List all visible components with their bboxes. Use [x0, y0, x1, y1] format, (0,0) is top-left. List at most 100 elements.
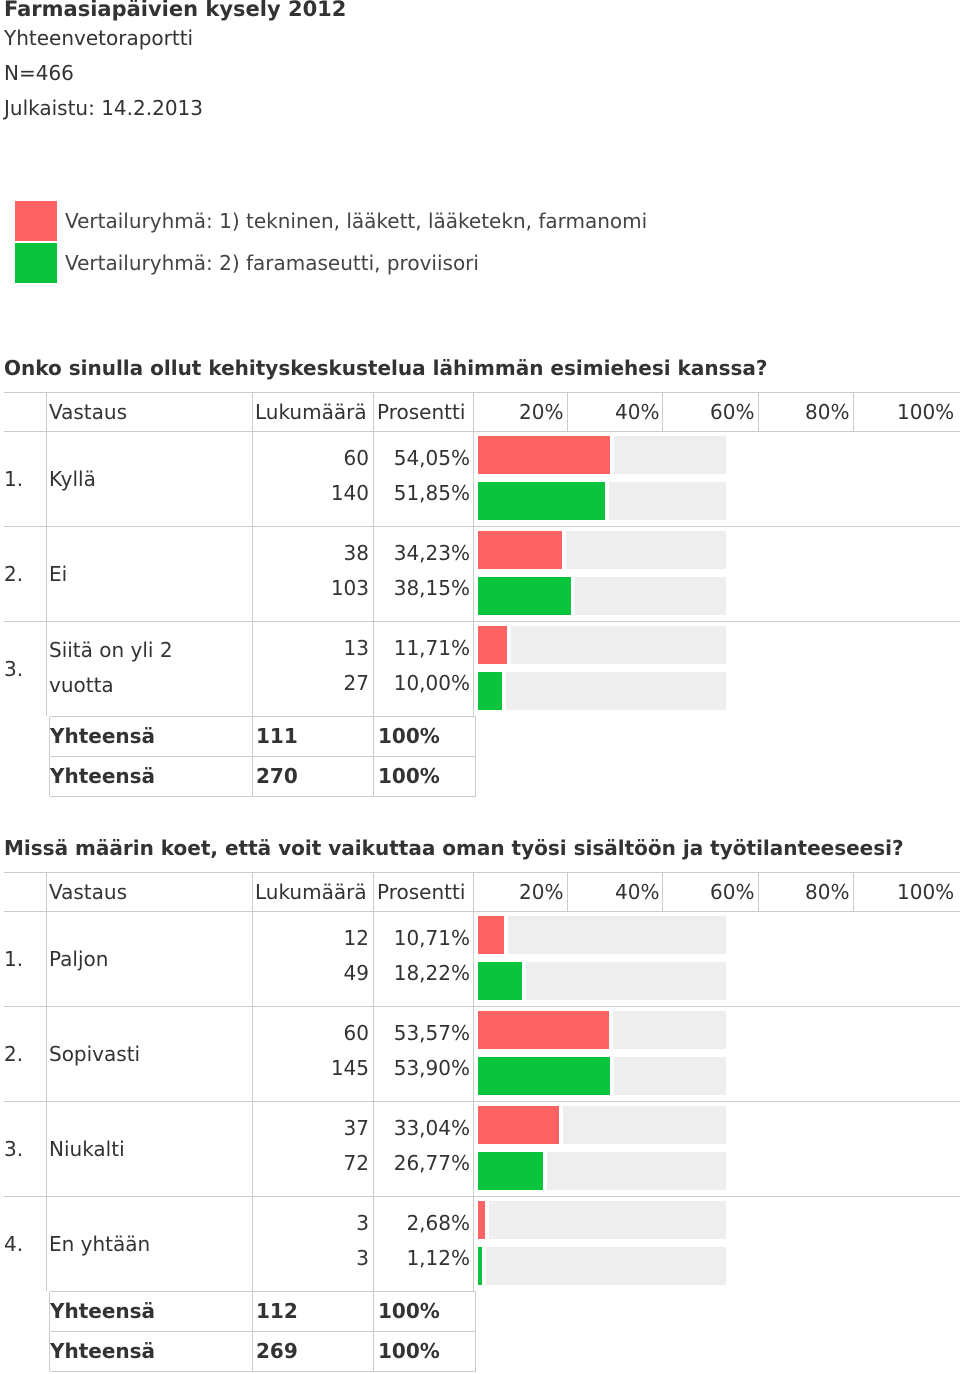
answer-label: Siitä on yli 2 [49, 638, 173, 662]
answer-percent: 26,77% [393, 1151, 470, 1175]
bar-group2 [478, 962, 522, 1000]
legend-item-group2: Vertailuryhmä: 2) faramaseutti, proviiso… [15, 242, 647, 284]
column-divider [46, 873, 47, 911]
respondent-count: N=466 [4, 61, 74, 85]
totals-row: Yhteensä 269 100% [49, 1331, 476, 1371]
answer-label: Sopivasti [49, 1042, 141, 1066]
answer-count: 37 [343, 1116, 369, 1140]
column-divider [252, 1007, 253, 1101]
totals-bottom-border [50, 1371, 476, 1372]
totals-bottom-border [50, 796, 476, 797]
column-divider [373, 1102, 374, 1196]
answer-percent: 18,22% [393, 961, 470, 985]
total-label: Yhteensä [50, 1339, 156, 1363]
column-divider [252, 873, 253, 911]
column-divider [46, 1007, 47, 1101]
column-divider [373, 393, 374, 431]
bar-group1 [478, 1201, 485, 1239]
bar-track [566, 531, 726, 569]
legend-label: Vertailuryhmä: 1) tekninen, lääkett, lää… [65, 209, 648, 233]
bar-group1 [478, 531, 562, 569]
bar-track [547, 1152, 726, 1190]
bar-track [609, 482, 726, 520]
column-divider [473, 622, 474, 716]
column-divider [473, 912, 474, 1006]
column-divider [49, 757, 50, 796]
column-divider [853, 873, 854, 911]
column-divider [475, 757, 476, 796]
scale-label: 40% [615, 880, 660, 904]
totals-row: Yhteensä 270 100% [49, 756, 476, 796]
column-divider [252, 1197, 253, 1291]
report-subtitle: Yhteenvetoraportti [4, 26, 194, 50]
column-divider [46, 432, 47, 526]
column-divider [46, 1102, 47, 1196]
column-divider [252, 717, 253, 756]
answer-percent: 10,00% [393, 671, 470, 695]
scale-label: 40% [615, 400, 660, 424]
col-header-count: Lukumäärä [255, 880, 367, 904]
answer-label: Kyllä [49, 467, 96, 491]
column-divider [46, 912, 47, 1006]
answer-percent: 53,90% [393, 1056, 470, 1080]
column-divider [252, 1292, 253, 1331]
total-percent: 100% [378, 724, 440, 748]
column-divider [758, 393, 759, 431]
column-divider [475, 717, 476, 756]
table-header: Vastaus Lukumäärä Prosentti 20% 40% 60% 80% 100… [4, 872, 960, 911]
legend: Vertailuryhmä: 1) tekninen, lääkett, lää… [15, 200, 647, 284]
column-divider [473, 1197, 474, 1291]
bar-track [563, 1106, 726, 1144]
table-row: 4. En yhtään 3 2,68% 3 1,12% [4, 1196, 960, 1291]
bar-track [614, 436, 726, 474]
scale-label: 100% [897, 400, 955, 424]
row-number: 1. [4, 467, 24, 491]
total-percent: 100% [378, 764, 440, 788]
bar-group2 [478, 577, 571, 615]
bar-track [614, 1057, 726, 1095]
column-divider [252, 1102, 253, 1196]
bar-track [489, 1201, 726, 1239]
bar-track [613, 1011, 726, 1049]
answer-count: 12 [343, 926, 369, 950]
bar-group2 [478, 672, 502, 710]
total-percent: 100% [378, 1299, 440, 1323]
answer-count: 145 [330, 1056, 369, 1080]
answer-label: Niukalti [49, 1137, 125, 1161]
row-number: 4. [4, 1232, 24, 1256]
report-title: Farmasiapäivien kysely 2012 [4, 0, 347, 21]
column-divider [252, 393, 253, 431]
total-label: Yhteensä [50, 764, 156, 788]
column-divider [373, 1007, 374, 1101]
bar-group1 [478, 626, 507, 664]
column-divider [49, 1292, 50, 1331]
column-divider [473, 393, 474, 431]
column-divider [373, 1332, 374, 1371]
column-divider [46, 1197, 47, 1291]
column-divider [373, 622, 374, 716]
column-divider [758, 873, 759, 911]
col-header-percent: Prosentti [377, 880, 466, 904]
answer-count: 3 [356, 1211, 369, 1235]
total-label: Yhteensä [50, 1299, 156, 1323]
column-divider [473, 527, 474, 621]
bar-group2 [478, 1152, 543, 1190]
total-percent: 100% [378, 1339, 440, 1363]
scale-label: 60% [710, 880, 755, 904]
totals-row: Yhteensä 111 100% [49, 716, 476, 756]
column-divider [662, 873, 663, 911]
scale-label: 20% [519, 400, 564, 424]
row-number: 2. [4, 562, 24, 586]
column-divider [373, 432, 374, 526]
bar-group2 [478, 1057, 610, 1095]
column-divider [473, 432, 474, 526]
answer-percent: 10,71% [393, 926, 470, 950]
answer-count: 3 [356, 1246, 369, 1270]
totals-table: Yhteensä 112 100% Yhteensä 269 100% [49, 1291, 476, 1372]
total-count: 269 [256, 1339, 298, 1363]
bar-track [511, 626, 726, 664]
table-row: 1. Paljon 12 10,71% 49 18,22% [4, 911, 960, 1006]
row-number: 1. [4, 947, 24, 971]
total-count: 112 [256, 1299, 298, 1323]
answer-count: 49 [343, 961, 369, 985]
